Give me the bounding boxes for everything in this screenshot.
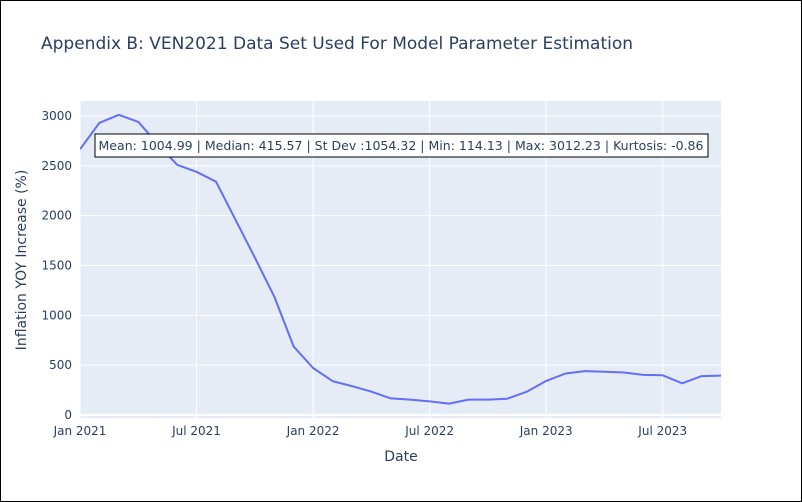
- x-tick-label: Jul 2023: [637, 424, 687, 438]
- y-tick-label: 1500: [41, 258, 72, 272]
- chart-title: Appendix B: VEN2021 Data Set Used For Mo…: [41, 34, 634, 54]
- y-tick-label: 0: [64, 408, 72, 422]
- stats-annotation-text: Mean: 1004.99 | Median: 415.57 | St Dev …: [99, 139, 704, 153]
- y-tick-label: 500: [49, 358, 72, 372]
- x-axis-title: Date: [384, 449, 417, 465]
- x-tick-label: Jul 2022: [404, 424, 454, 438]
- x-tick-label: Jul 2021: [171, 424, 221, 438]
- grid-lines: [79, 101, 721, 418]
- y-tick-label: 3000: [41, 109, 72, 123]
- y-axis-title: Inflation YOY Increase (%): [14, 170, 30, 351]
- data-points: [80, 114, 721, 404]
- y-tick-label: 2500: [41, 159, 72, 173]
- y-tick-labels: 0 500 1000 1500 2000 2500 3000: [41, 109, 72, 422]
- y-tick-label: 1000: [41, 308, 72, 322]
- stats-annotation: Mean: 1004.99 | Median: 415.57 | St Dev …: [94, 133, 709, 158]
- x-tick-label: Jan 2023: [519, 424, 573, 438]
- x-tick-label: Jan 2021: [53, 424, 107, 438]
- y-tick-label: 2000: [41, 209, 72, 223]
- x-tick-labels: Jan 2021 Jul 2021 Jan 2022 Jul 2022 Jan 2023…: [53, 424, 688, 438]
- stats-annotation-box: [94, 133, 709, 158]
- inflation-series-line: [80, 113, 721, 405]
- x-tick-label: Jan 2022: [286, 424, 340, 438]
